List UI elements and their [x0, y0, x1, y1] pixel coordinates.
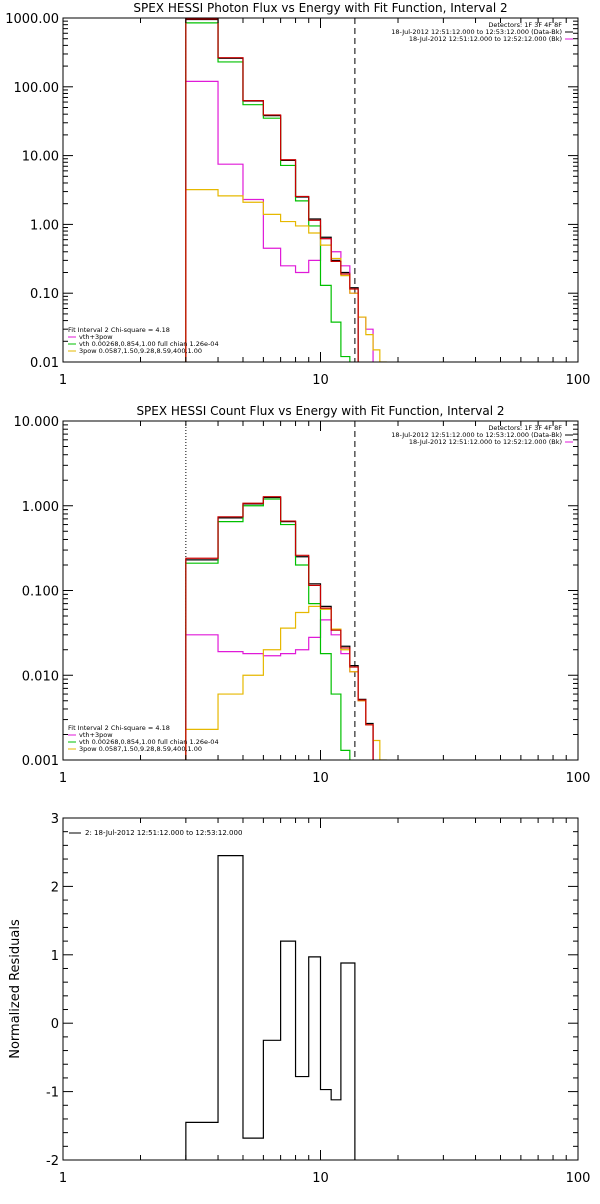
- series-step-line-4: [185, 496, 374, 760]
- x-tick-label: 1: [59, 373, 67, 388]
- y-tick-label: 0.001: [22, 754, 59, 769]
- x-tick-label: 100: [566, 1171, 591, 1186]
- series-step-line-3: [185, 189, 387, 362]
- legend-entry: vth 0.00268,0.854,1.00 full chian 1.26e-…: [79, 340, 219, 348]
- series-step-line-2: [185, 22, 351, 362]
- legend-entry: Fit Interval 2 Chi-square = 4.18: [68, 326, 170, 334]
- count-flux-panel: SPEX HESSI Count Flux vs Energy with Fit…: [14, 404, 591, 786]
- info-line: 18-Jul-2012 12:51:12.000 to 12:52:12.000…: [409, 35, 562, 43]
- info-line: Detectors: 1F 3F 4F 8F: [488, 21, 562, 29]
- residuals-ticks: [62, 817, 578, 1161]
- y-tick-label: 100.00: [14, 81, 60, 96]
- series-step-line-0: [185, 496, 374, 760]
- residuals-series: [185, 855, 356, 1160]
- y-tick-label: 2: [51, 880, 59, 895]
- x-tick-label: 10: [312, 771, 329, 786]
- y-tick-label: 3: [51, 812, 59, 827]
- y-tick-label: 10.000: [14, 415, 60, 430]
- legend-entry: vth 0.00268,0.854,1.00 full chian 1.26e-…: [79, 738, 219, 746]
- info-line: 18-Jul-2012 12:51:12.000 to 12:53:12.000…: [391, 28, 562, 36]
- y-tick-label: 1000.00: [5, 12, 59, 27]
- y-tick-label: 0: [51, 1017, 59, 1032]
- y-tick-label: 0.010: [22, 669, 59, 684]
- y-tick-label: 0.100: [22, 585, 59, 600]
- x-tick-label: 100: [566, 373, 591, 388]
- y-axis-label: Normalized Residuals: [8, 919, 23, 1059]
- legend-entry: vth+3pow: [79, 333, 113, 341]
- y-tick-label: 0.01: [30, 356, 59, 371]
- legend-entry: 2: 18-Jul-2012 12:51:12.000 to 12:53:12.…: [85, 829, 242, 837]
- x-tick-label: 10: [312, 1171, 329, 1186]
- count-flux-ticks: [62, 421, 578, 761]
- legend-entry: 3pow 0.0587,1.50,9.28,8.59,400,1.00: [79, 347, 202, 355]
- photon-flux-title: SPEX HESSI Photon Flux vs Energy with Fi…: [133, 1, 507, 15]
- info-line: 18-Jul-2012 12:51:12.000 to 12:52:12.000…: [409, 438, 562, 446]
- series-step-line-0: [185, 18, 359, 362]
- series-step-line-2: [185, 498, 351, 760]
- photon-flux-panel: SPEX HESSI Photon Flux vs Energy with Fi…: [5, 1, 590, 388]
- x-tick-label: 10: [312, 373, 329, 388]
- plot-frame: [62, 17, 579, 363]
- count-flux-series: [185, 496, 387, 760]
- info-line: Detectors: 1F 3F 4F 8F: [488, 424, 562, 432]
- y-tick-label: 10.00: [22, 150, 59, 165]
- y-tick-label: -2: [46, 1154, 59, 1169]
- series-step-line-0: [185, 855, 356, 1160]
- y-tick-label: -1: [46, 1086, 59, 1101]
- legend-entry: 3pow 0.0587,1.50,9.28,8.59,400,1.00: [79, 745, 202, 753]
- photon-flux-series: [185, 18, 387, 362]
- legend-entry: vth+3pow: [79, 731, 113, 739]
- x-tick-label: 100: [566, 771, 591, 786]
- info-line: 18-Jul-2012 12:51:12.000 to 12:53:12.000…: [391, 431, 562, 439]
- y-tick-label: 0.10: [30, 287, 59, 302]
- count-flux-title: SPEX HESSI Count Flux vs Energy with Fit…: [136, 404, 504, 418]
- y-tick-label: 1.000: [22, 500, 59, 515]
- x-tick-label: 1: [59, 1171, 67, 1186]
- y-tick-label: 1: [51, 949, 59, 964]
- legend-entry: Fit Interval 2 Chi-square = 4.18: [68, 724, 170, 732]
- y-tick-label: 1.00: [30, 218, 59, 233]
- x-tick-label: 1: [59, 771, 67, 786]
- series-step-line-1: [185, 80, 374, 362]
- photon-flux-ticks: [62, 18, 578, 363]
- series-step-line-4: [185, 18, 359, 362]
